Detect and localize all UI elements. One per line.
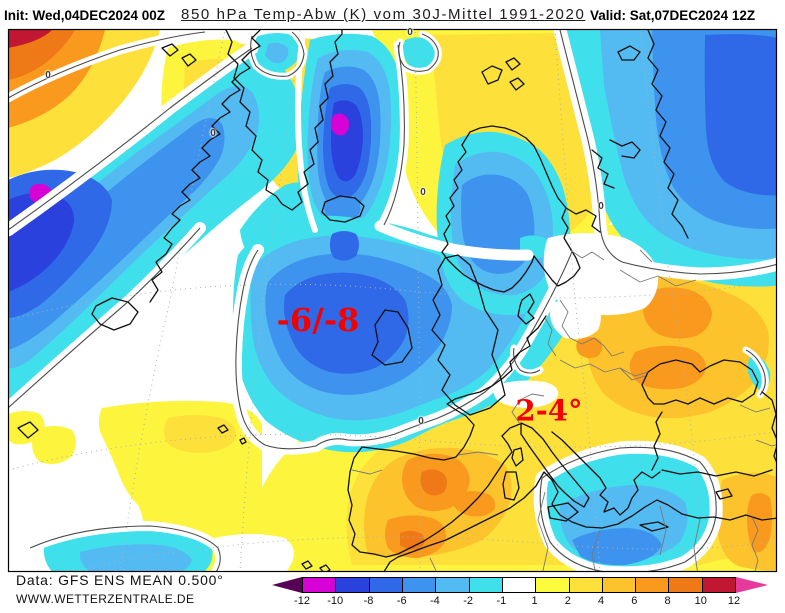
init-time-label: Init: Wed,04DEC2024 00Z — [4, 8, 166, 23]
colorbar-tick-1: 1 — [531, 595, 538, 607]
colorbar-cell-4-to-6 — [602, 578, 637, 592]
colorbar-tick--12: -12 — [294, 595, 310, 607]
colorbar-tick--1: -1 — [496, 595, 507, 607]
colorbar-left-arrow — [272, 577, 302, 593]
colorbar-cell--2-to--1 — [469, 578, 503, 592]
colorbar-cell--8-to--6 — [369, 578, 403, 592]
colorbar-tick--6: -6 — [396, 595, 407, 607]
scandinavia-coast — [441, 125, 581, 293]
colorbar-tick-4: 4 — [598, 595, 605, 607]
colorbar-cell--1-to-1 — [502, 578, 537, 592]
graticule-grid — [8, 30, 777, 571]
zero-band-white-zones — [8, 30, 785, 571]
colorbar-cell--6-to--4 — [402, 578, 437, 592]
zero-contour-label-2: 0 — [407, 27, 413, 38]
colorbar-cell-10-to-12 — [702, 578, 736, 592]
iceland-coast — [321, 195, 365, 223]
colorbar-cell-8-to-10 — [669, 578, 703, 592]
colorbar-tick--10: -10 — [327, 595, 344, 607]
cold-anomaly-fields — [8, 30, 777, 571]
colorbar-tick-12: 12 — [727, 595, 741, 607]
colorbar-tick--2: -2 — [463, 595, 474, 607]
colorbar-cell-1-to-2 — [536, 578, 570, 592]
map-frame — [7, 28, 778, 573]
chart-title: 850 hPa Temp-Abw (K) vom 30J-Mittel 1991… — [181, 6, 586, 23]
map-annotation-0: -6/-8 — [276, 301, 360, 339]
colorbar-tick--4: -4 — [430, 595, 440, 607]
zero-contour-label-0: 0 — [45, 70, 51, 81]
colorbar-right-arrow — [736, 577, 768, 593]
map-annotation-1: 2-4° — [515, 393, 583, 428]
zero-contour-label-3: 0 — [420, 187, 426, 198]
colorbar-tick-10: 10 — [694, 595, 707, 607]
coastlines — [17, 30, 777, 571]
country-borders — [351, 249, 777, 571]
valid-time-label: Valid: Sat,07DEC2024 12Z — [590, 8, 756, 23]
title-bar: Init: Wed,04DEC2024 00Z 850 hPa Temp-Abw… — [0, 0, 785, 30]
colorbar-cell--10-to--8 — [336, 578, 370, 592]
greenland-coast — [225, 30, 343, 211]
colorbar-cell-6-to-8 — [636, 578, 670, 592]
zero-contour-label-1: 0 — [210, 128, 216, 139]
colorbar-tick--8: -8 — [363, 595, 374, 607]
zero-contour-label-4: 0 — [598, 201, 604, 212]
colorbar-cell--4-to--2 — [436, 578, 470, 592]
colorbar-tick-8: 8 — [664, 595, 671, 607]
italy-coast — [520, 422, 590, 508]
colorbar-cell-2-to-4 — [569, 578, 603, 592]
colorbar-tick-2: 2 — [564, 595, 571, 607]
colorbar-cell--12-to--10 — [303, 578, 337, 592]
colorbar-tick-6: 6 — [631, 595, 638, 607]
great-britain-coast — [431, 254, 506, 416]
website-label: WWW.WETTERZENTRALE.DE — [16, 592, 195, 606]
colorbar — [302, 577, 736, 593]
zero-contour-label-5: 0 — [418, 416, 424, 427]
ireland-coast — [371, 309, 413, 366]
data-source-label: Data: GFS ENS MEAN 0.500° — [16, 572, 224, 588]
